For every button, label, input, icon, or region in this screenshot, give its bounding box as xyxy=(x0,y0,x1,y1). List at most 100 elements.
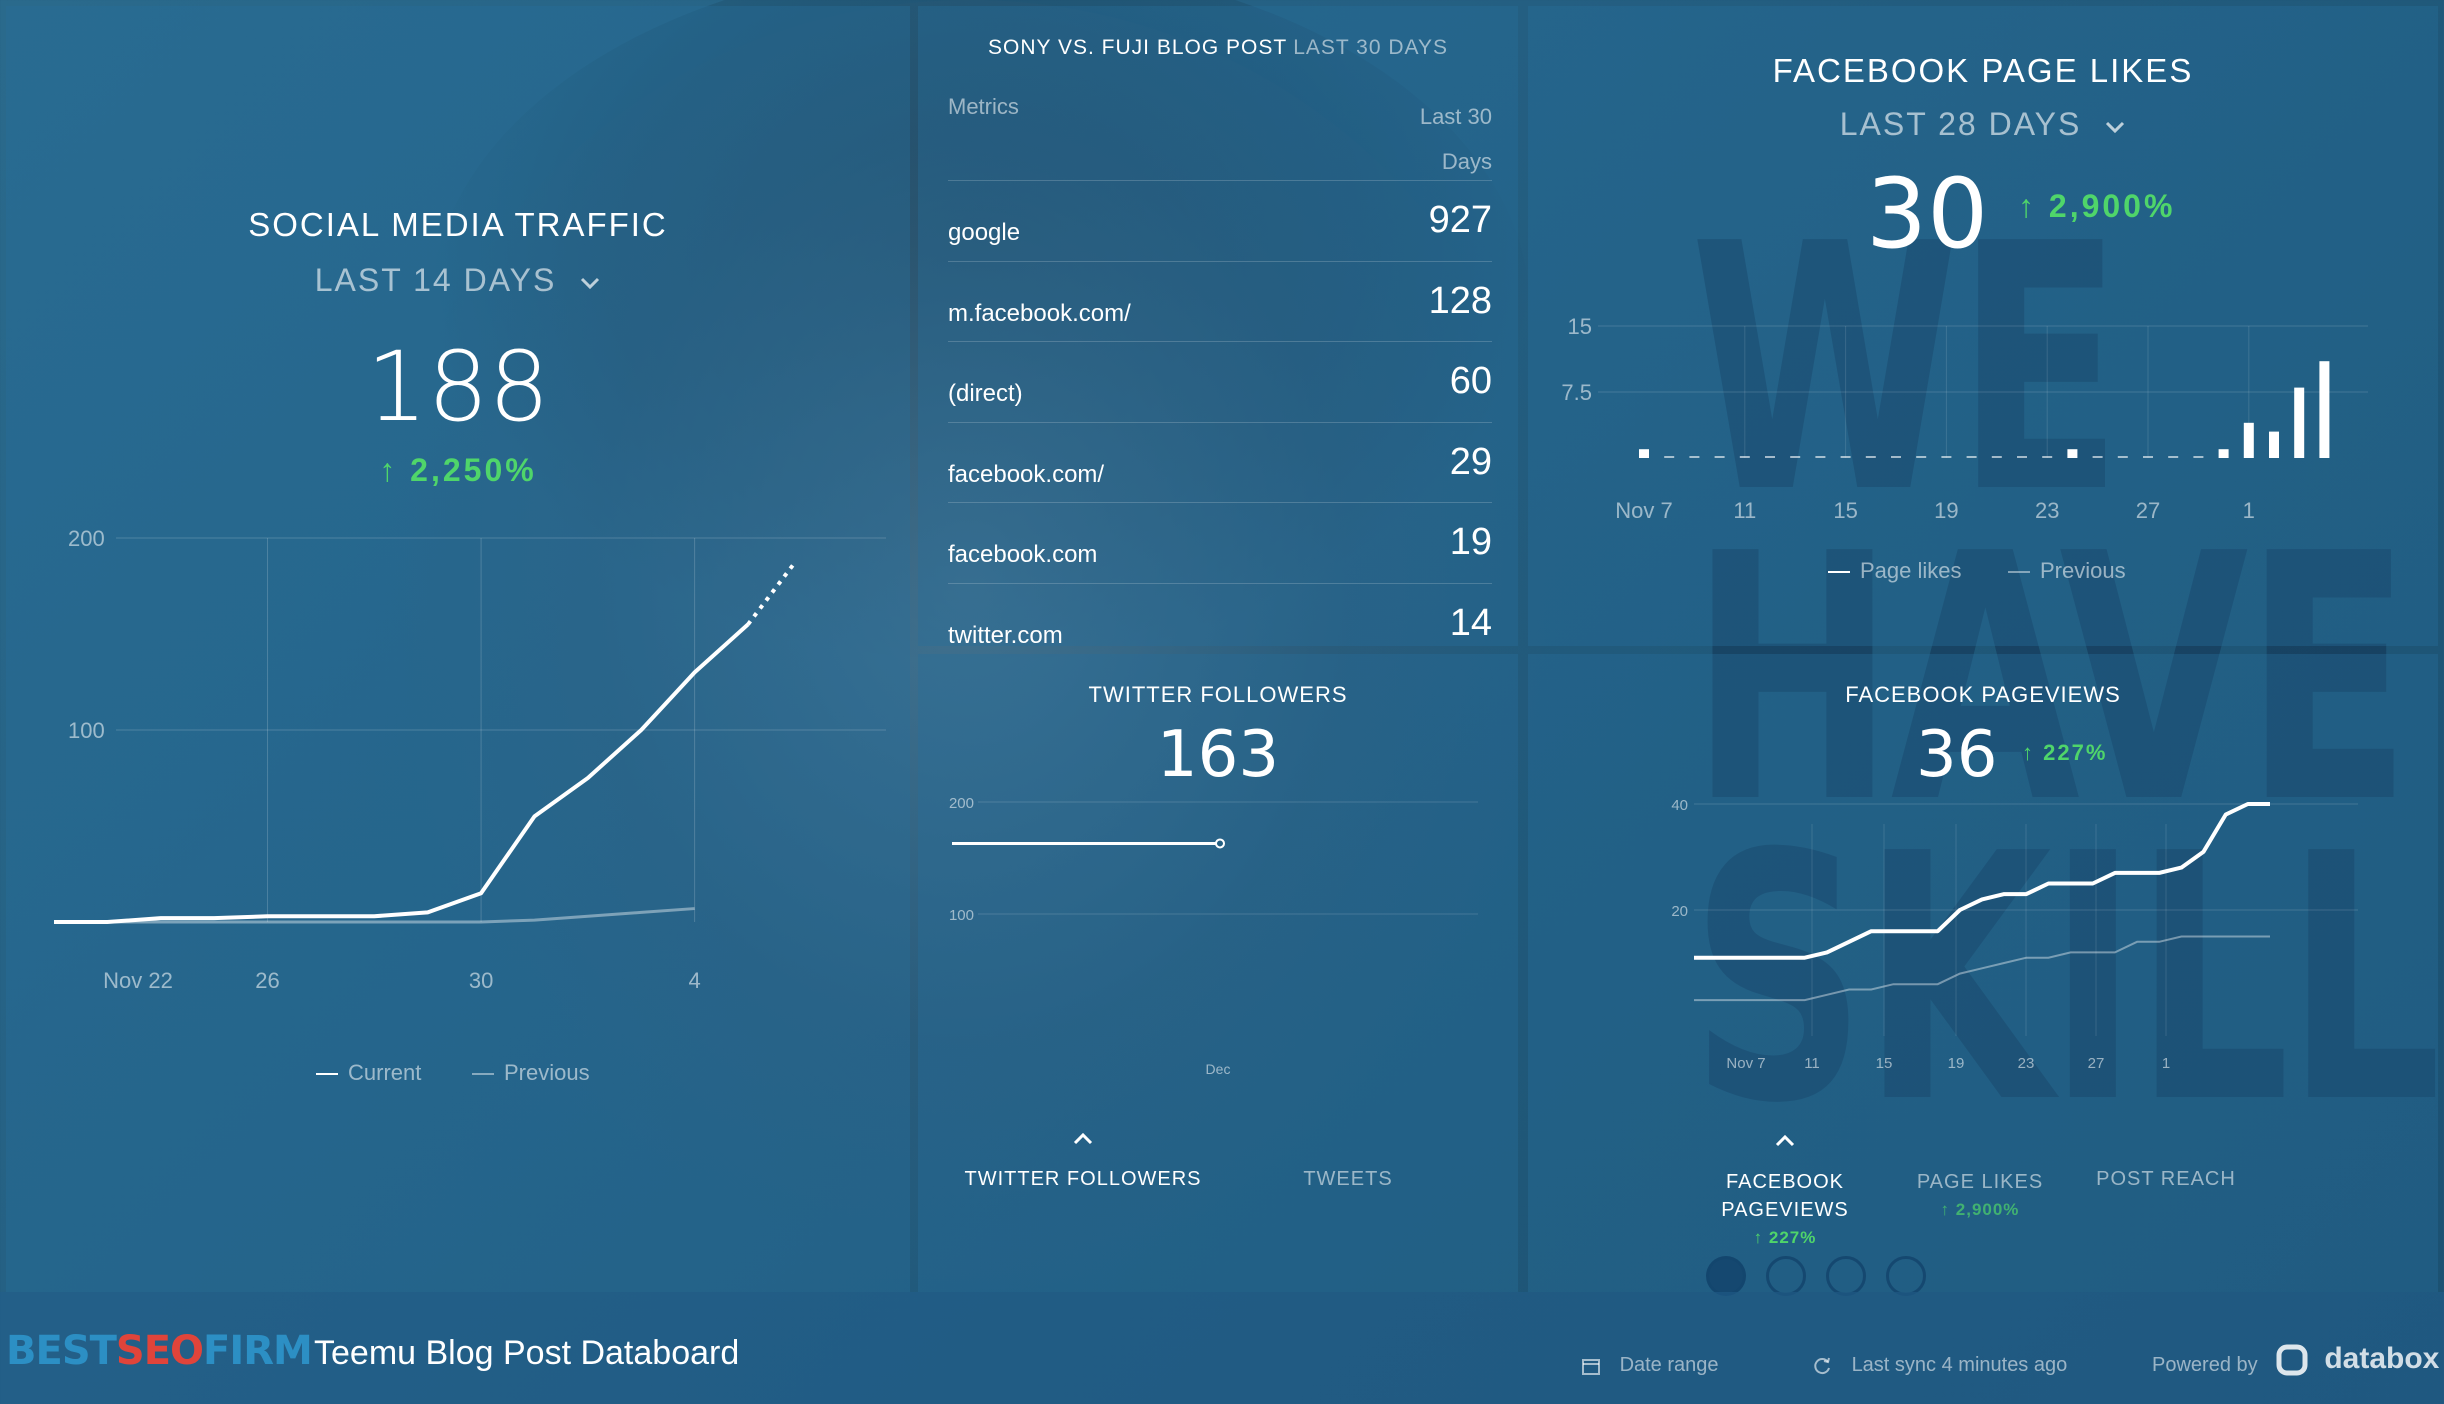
page-dot[interactable] xyxy=(1886,1256,1926,1296)
x-tick-label: 15 xyxy=(1833,498,1857,523)
series-previous-line xyxy=(1694,935,2270,1002)
bar xyxy=(2243,422,2254,458)
row-source: facebook.com xyxy=(948,541,1098,568)
series-current-line xyxy=(1694,802,2270,960)
page-dot[interactable] xyxy=(1766,1256,1806,1296)
bar xyxy=(1790,456,1801,458)
panel-title: FACEBOOK PAGEVIEWS xyxy=(1845,682,2121,707)
bar xyxy=(2117,456,2128,458)
row-value: 19 xyxy=(1449,521,1492,563)
row-value: 14 xyxy=(1449,601,1492,644)
x-tick-label: Dec xyxy=(1206,1061,1231,1077)
bar xyxy=(2092,456,2103,458)
calendar-icon xyxy=(1582,1358,1600,1375)
background-word: HAVE xyxy=(1690,482,2411,878)
table-row[interactable]: twitter.com 14 xyxy=(948,582,1492,663)
bar xyxy=(1991,456,2002,458)
x-tick-label: 23 xyxy=(2035,498,2059,523)
bar xyxy=(1714,456,1725,458)
background-word: WE xyxy=(1690,172,2123,568)
change-badge: ↑ 2,250% xyxy=(379,452,537,488)
x-tick-label: 27 xyxy=(2136,498,2160,523)
y-tick-label: 100 xyxy=(68,718,105,743)
date-range-select[interactable]: LAST 28 DAYS xyxy=(1528,106,2438,143)
table-row[interactable]: (direct) 60 xyxy=(948,341,1492,421)
metric-value: 188 xyxy=(366,331,550,443)
x-tick-label: 1 xyxy=(2243,498,2255,523)
x-tick-label: 27 xyxy=(2088,1055,2105,1072)
tab-facebook-pageviews[interactable]: FACEBOOK PAGEVIEWS ↑ 227% xyxy=(1721,1171,1849,1247)
bar xyxy=(2067,449,2078,458)
row-value: 128 xyxy=(1428,279,1492,322)
bar xyxy=(1639,449,1649,458)
pageviews-chart: 40 20 Nov 7 11 15 19 23 27 1 xyxy=(1671,797,2358,1072)
tab-tweets[interactable]: TWEETS xyxy=(1303,1168,1393,1190)
series-previous-line xyxy=(107,907,695,924)
x-tick-label: 1 xyxy=(2162,1055,2170,1072)
sync-status[interactable]: Last sync 4 minutes ago xyxy=(1812,1354,2067,1377)
date-range-button[interactable]: Date range xyxy=(1582,1354,1719,1377)
projection-line xyxy=(746,559,798,626)
facebook-page-likes-panel[interactable]: FACEBOOK PAGE LIKES LAST 28 DAYS 30 ↑ 2,… xyxy=(1528,6,2438,646)
tab-twitter-followers[interactable]: TWITTER FOLLOWERS xyxy=(964,1168,1202,1190)
change-badge: ↑ 227% xyxy=(2022,740,2108,765)
footer-bar: BESTSEOFIRM Teemu Blog Post Databoard Da… xyxy=(0,1292,2444,1404)
page-dot[interactable] xyxy=(1826,1256,1866,1296)
metric-value: 36 xyxy=(1916,718,1998,792)
x-tick-label: 11 xyxy=(1733,498,1756,523)
panel-title: SOCIAL MEDIA TRAFFIC xyxy=(248,206,668,243)
databox-logo[interactable]: databox xyxy=(2276,1342,2439,1376)
twitter-followers-panel[interactable]: TWITTER FOLLOWERS 163 200 100 Dec TWITTER … xyxy=(918,654,1518,1292)
bar xyxy=(2193,456,2204,458)
chevron-up-icon xyxy=(1073,1132,1093,1145)
row-source: facebook.com/ xyxy=(948,460,1105,488)
change-badge: ↑ 2,900% xyxy=(2018,188,2176,224)
y-tick-label: 200 xyxy=(949,795,974,812)
table-row[interactable]: facebook.com/29 xyxy=(948,421,1492,502)
x-tick-label: Nov 7 xyxy=(1615,498,1672,523)
row-source: google xyxy=(948,219,1021,246)
date-range-label: LAST 28 DAYS xyxy=(1839,106,2082,142)
table-row[interactable]: m.facebook.com/128 xyxy=(948,260,1492,341)
date-range-label: Date range xyxy=(1619,1354,1719,1376)
facebook-pageviews-panel[interactable]: FACEBOOK PAGEVIEWS 36 ↑ 227% 40 20 Nov 7 11… xyxy=(1528,654,2438,1292)
social-media-traffic-panel[interactable]: SOCIAL MEDIA TRAFFIC LAST 14 DAYS 188 ↑ … xyxy=(6,6,910,1292)
chevron-down-icon xyxy=(581,277,600,289)
blog-post-table-panel[interactable]: SONY VS. FUJI BLOG POST LAST 30 DAYS Metr… xyxy=(918,6,1518,649)
row-value: 60 xyxy=(1449,360,1492,402)
x-tick-label: Nov 7 xyxy=(1726,1055,1765,1072)
column-header-value: Last 30 Days xyxy=(1419,104,1492,174)
bar xyxy=(1891,456,1901,458)
bar xyxy=(1664,456,1675,458)
metric-value: 163 xyxy=(1156,718,1280,792)
y-tick-label: 100 xyxy=(949,907,974,924)
legend-page-likes: Page likes xyxy=(1828,558,1962,584)
bar xyxy=(1815,456,1826,458)
x-tick-label: 4 xyxy=(688,968,700,993)
bar xyxy=(2042,456,2053,458)
chevron-up-icon xyxy=(1775,1134,1795,1147)
date-range-label: LAST 14 DAYS xyxy=(314,262,557,298)
y-tick-label: 200 xyxy=(68,526,105,551)
background-photo-face xyxy=(380,0,1560,1300)
refresh-icon xyxy=(1814,1357,1830,1374)
bar xyxy=(2294,387,2305,458)
x-tick-label: Nov 22 xyxy=(103,968,173,993)
bar xyxy=(1941,456,1952,458)
panel-title: TWITTER FOLLOWERS xyxy=(1088,682,1348,707)
tab-page-likes[interactable]: PAGE LIKES ↑ 2,900% xyxy=(1916,1171,2044,1219)
table-row[interactable]: google 927 xyxy=(948,180,1492,260)
social-traffic-chart: 200 100 Nov 22 26 30 4 xyxy=(54,526,886,993)
page-dot-active[interactable] xyxy=(1706,1256,1746,1296)
date-range-select[interactable]: LAST 14 DAYS xyxy=(6,262,910,299)
bar xyxy=(1966,456,1977,458)
x-tick-label: 19 xyxy=(1934,498,1958,523)
row-source: (direct) xyxy=(948,380,1023,407)
chevron-down-icon xyxy=(2106,121,2125,133)
page-likes-chart: 15 7.5 Nov 7 11 15 19 23 27 1 xyxy=(1561,314,2368,523)
tab-post-reach[interactable]: POST REACH xyxy=(2096,1168,2236,1190)
table-row[interactable]: facebook.com 19 xyxy=(948,502,1492,582)
legend-previous: Previous xyxy=(472,1060,590,1086)
bar xyxy=(2269,431,2279,458)
twitter-followers-chart: 200 100 Dec xyxy=(949,795,1478,1077)
